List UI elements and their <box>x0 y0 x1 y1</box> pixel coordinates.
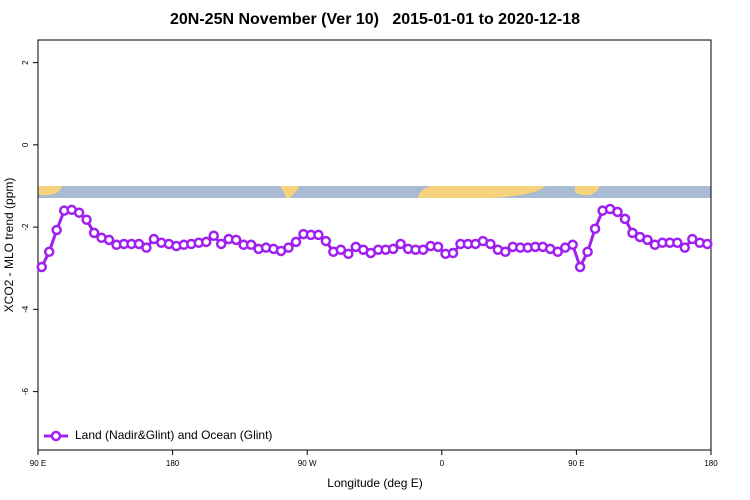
data-point <box>141 242 152 253</box>
map-land <box>280 186 300 198</box>
data-point <box>201 236 212 248</box>
x-tick-label: 90 E <box>568 459 584 468</box>
chart-title: 20N-25N November (Ver 10) 2015-01-01 to … <box>170 11 580 28</box>
data-point <box>81 214 92 225</box>
series-line <box>40 207 708 269</box>
data-point <box>290 236 302 248</box>
data-point <box>313 229 324 241</box>
map-land <box>418 186 545 198</box>
data-point <box>447 247 459 259</box>
data-point <box>103 234 115 246</box>
data-point <box>500 246 511 258</box>
data-point <box>702 238 713 250</box>
y-axis-label: XCO2 - MLO trend (ppm) <box>2 178 16 313</box>
data-point <box>672 237 683 248</box>
data-point <box>627 227 638 239</box>
data-point <box>432 241 444 253</box>
data-point <box>36 261 47 273</box>
data-point <box>567 239 578 251</box>
data-point <box>387 243 399 255</box>
data-point <box>283 242 294 253</box>
data-point <box>619 213 631 225</box>
data-point <box>485 238 496 250</box>
data-point <box>574 261 586 273</box>
map-land <box>38 186 62 196</box>
data-point <box>395 238 406 250</box>
data-point <box>43 246 55 258</box>
data-point <box>589 223 601 235</box>
x-tick-label: 90 W <box>298 459 317 468</box>
data-point <box>612 206 623 218</box>
y-tick-label: -4 <box>21 305 30 313</box>
data-point <box>73 207 85 218</box>
x-axis-label: Longitude (deg E) <box>327 476 422 490</box>
y-tick-label: -2 <box>21 223 30 231</box>
data-point <box>335 244 347 255</box>
data-point <box>51 224 62 236</box>
y-tick-label: 2 <box>21 60 30 65</box>
data-point <box>230 234 242 246</box>
y-tick-label: 0 <box>21 142 30 147</box>
map-land <box>575 186 600 196</box>
data-point <box>343 248 354 260</box>
legend-marker <box>50 430 62 442</box>
data-point <box>642 234 653 246</box>
x-tick-label: 180 <box>704 459 718 468</box>
data-point <box>215 238 227 250</box>
data-point <box>88 227 100 239</box>
data-point <box>245 239 257 251</box>
x-tick-label: 0 <box>440 459 445 468</box>
map-strip <box>38 186 711 198</box>
data-point <box>208 230 219 241</box>
y-tick-label: -6 <box>21 388 30 396</box>
data-point <box>320 235 332 247</box>
legend-label: Land (Nadir&Glint) and Ocean (Glint) <box>75 428 272 442</box>
x-tick-label: 90 E <box>30 459 46 468</box>
data-point <box>679 242 691 253</box>
map-ocean <box>38 186 711 198</box>
data-point <box>582 246 593 258</box>
x-tick-label: 180 <box>166 459 180 468</box>
data-point <box>552 246 563 258</box>
